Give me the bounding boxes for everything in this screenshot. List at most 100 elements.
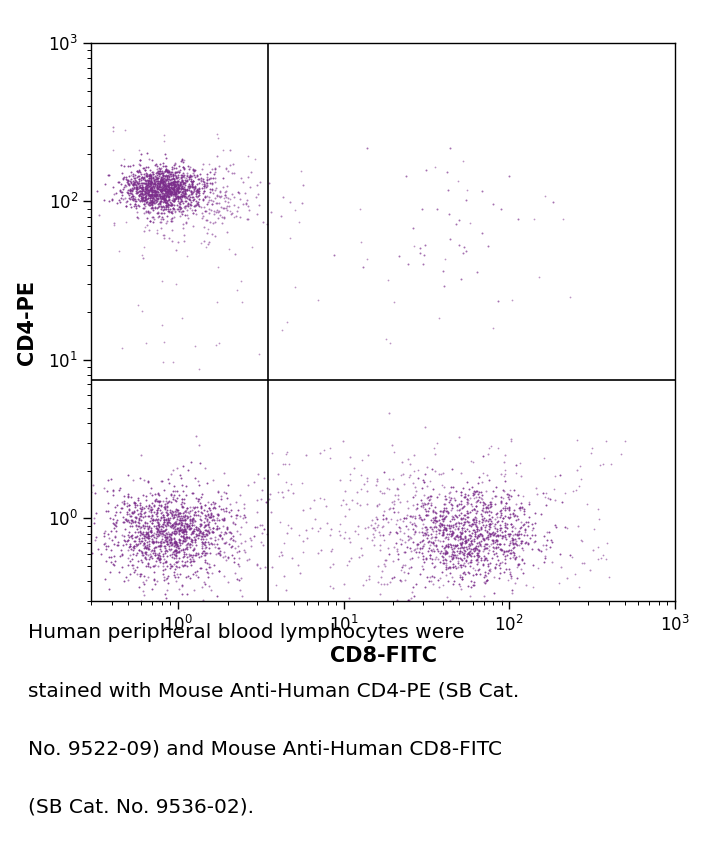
Point bbox=[136, 189, 147, 203]
Point bbox=[120, 522, 131, 536]
Point bbox=[174, 185, 185, 198]
Point bbox=[169, 570, 181, 584]
Point bbox=[149, 548, 160, 562]
Point bbox=[238, 543, 249, 557]
Point bbox=[174, 202, 186, 216]
Point bbox=[593, 512, 605, 526]
Point bbox=[408, 490, 419, 504]
Point bbox=[209, 171, 221, 185]
Point bbox=[173, 190, 184, 204]
Point bbox=[444, 490, 455, 504]
Point bbox=[99, 524, 110, 538]
Point bbox=[467, 489, 479, 503]
Point bbox=[485, 496, 496, 509]
Point bbox=[161, 196, 172, 210]
Point bbox=[161, 215, 172, 228]
Point bbox=[484, 529, 495, 543]
Point bbox=[179, 542, 191, 556]
Point bbox=[238, 501, 250, 515]
Point bbox=[228, 555, 240, 569]
Point bbox=[494, 571, 505, 585]
Point bbox=[189, 163, 200, 177]
Point bbox=[148, 168, 159, 181]
Point bbox=[174, 515, 185, 529]
Point bbox=[401, 494, 413, 508]
Point bbox=[141, 181, 152, 195]
Point bbox=[128, 506, 139, 520]
Point bbox=[122, 159, 133, 173]
Point bbox=[221, 526, 232, 539]
Point bbox=[146, 503, 157, 517]
Point bbox=[222, 164, 233, 178]
Point bbox=[157, 173, 168, 186]
Point bbox=[344, 535, 356, 549]
Point bbox=[477, 475, 488, 489]
Point bbox=[216, 503, 227, 516]
Point bbox=[357, 260, 368, 274]
Point bbox=[190, 505, 201, 519]
Point bbox=[157, 167, 168, 180]
Point bbox=[202, 222, 214, 236]
Point bbox=[172, 179, 183, 192]
Point bbox=[157, 180, 169, 193]
Point bbox=[516, 541, 527, 555]
Point bbox=[126, 199, 137, 213]
Point bbox=[456, 506, 467, 520]
Point bbox=[396, 561, 408, 575]
Point bbox=[453, 213, 465, 227]
Point bbox=[379, 485, 390, 499]
Point bbox=[216, 210, 227, 223]
Point bbox=[114, 484, 125, 497]
Point bbox=[405, 591, 416, 605]
Point bbox=[169, 187, 180, 201]
Point bbox=[155, 555, 166, 569]
Point bbox=[175, 513, 186, 527]
Point bbox=[462, 533, 473, 547]
Point bbox=[440, 569, 451, 582]
Point bbox=[141, 147, 152, 161]
Point bbox=[386, 495, 397, 509]
Point bbox=[485, 562, 496, 576]
Point bbox=[148, 559, 160, 573]
Point bbox=[174, 568, 186, 582]
Point bbox=[410, 488, 421, 502]
Point bbox=[153, 164, 164, 178]
Point bbox=[162, 204, 173, 217]
Point bbox=[181, 174, 193, 188]
Point bbox=[476, 503, 487, 517]
Point bbox=[129, 497, 141, 510]
Point bbox=[512, 557, 524, 570]
Point bbox=[512, 488, 524, 502]
Point bbox=[173, 200, 184, 214]
Point bbox=[185, 179, 196, 192]
Point bbox=[463, 546, 474, 560]
Point bbox=[209, 558, 220, 572]
Point bbox=[414, 241, 425, 255]
Point bbox=[477, 492, 488, 506]
Point bbox=[491, 510, 502, 524]
Point bbox=[178, 186, 189, 200]
Point bbox=[494, 504, 505, 518]
Point bbox=[191, 521, 202, 535]
Point bbox=[131, 182, 143, 196]
Point bbox=[155, 202, 167, 216]
Point bbox=[388, 570, 399, 583]
Point bbox=[453, 174, 464, 188]
Point bbox=[162, 165, 174, 179]
Point bbox=[138, 506, 150, 520]
Point bbox=[475, 521, 486, 534]
Point bbox=[157, 179, 169, 192]
Point bbox=[160, 162, 172, 176]
Point bbox=[176, 204, 188, 217]
Point bbox=[188, 180, 200, 194]
Point bbox=[153, 539, 164, 552]
Point bbox=[200, 178, 211, 192]
Point bbox=[161, 509, 172, 522]
Point bbox=[147, 515, 158, 529]
Point bbox=[370, 509, 381, 523]
Point bbox=[186, 186, 198, 199]
Point bbox=[128, 561, 139, 575]
Point bbox=[205, 506, 217, 520]
Point bbox=[162, 536, 173, 550]
Point bbox=[140, 337, 151, 350]
